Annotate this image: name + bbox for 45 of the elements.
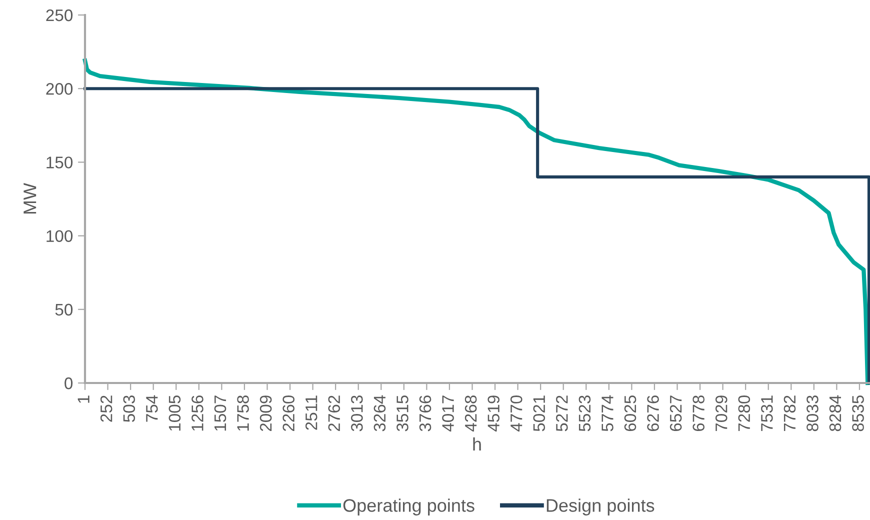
x-tick-label: 4519 xyxy=(488,396,500,432)
y-tick-label: 100 xyxy=(46,230,73,242)
x-tick-label: 252 xyxy=(100,396,112,422)
legend-label: Design points xyxy=(546,498,654,516)
x-tick-label: 4017 xyxy=(442,396,454,432)
x-axis-title: h xyxy=(473,437,481,451)
y-tick-label: 150 xyxy=(46,156,73,168)
y-tick-label: 0 xyxy=(64,377,73,390)
x-tick-label: 4268 xyxy=(464,396,477,432)
x-tick-label: 1 xyxy=(78,396,90,403)
x-tick-label: 1507 xyxy=(214,396,226,431)
x-tick-label: 3766 xyxy=(419,396,432,432)
y-tick-label: 50 xyxy=(55,304,73,316)
x-tick-label: 2511 xyxy=(305,396,318,430)
x-tick-label: 5523 xyxy=(578,396,591,432)
y-tick-label: 200 xyxy=(46,83,73,95)
x-tick-label: 2762 xyxy=(328,396,340,432)
y-tick-label: 250 xyxy=(46,9,73,22)
x-tick-label: 6527 xyxy=(670,396,682,432)
x-tick-label: 7531 xyxy=(761,396,773,432)
x-tick-label: 7280 xyxy=(738,395,750,432)
x-tick-label: 1256 xyxy=(192,396,204,431)
x-tick-label: 1005 xyxy=(168,396,181,431)
x-tick-label: 6025 xyxy=(624,396,636,432)
x-tick-label: 754 xyxy=(146,395,158,422)
x-tick-label: 6778 xyxy=(692,396,704,432)
x-tick-label: 3515 xyxy=(396,396,408,432)
x-tick-label: 2009 xyxy=(260,396,272,432)
x-tick-label: 3013 xyxy=(351,396,363,432)
x-tick-label: 2260 xyxy=(282,395,294,432)
x-tick-label: 8284 xyxy=(829,395,842,432)
x-tick-label: 4770 xyxy=(510,395,522,432)
x-tick-label: 3264 xyxy=(374,395,386,432)
x-tick-label: 8535 xyxy=(852,396,864,432)
x-tick-label: 7782 xyxy=(784,396,796,432)
x-tick-label: 6276 xyxy=(647,396,659,432)
x-tick-label: 503 xyxy=(123,396,136,422)
x-tick-label: 5021 xyxy=(533,396,546,432)
legend-label: Operating points xyxy=(343,498,474,516)
x-tick-label: 7029 xyxy=(715,396,728,432)
x-tick-label: 5272 xyxy=(556,396,568,432)
x-tick-label: 5774 xyxy=(602,395,614,432)
y-axis-title: MW xyxy=(24,183,36,214)
x-tick-label: 1758 xyxy=(237,396,249,431)
x-tick-label: 8033 xyxy=(806,396,818,432)
